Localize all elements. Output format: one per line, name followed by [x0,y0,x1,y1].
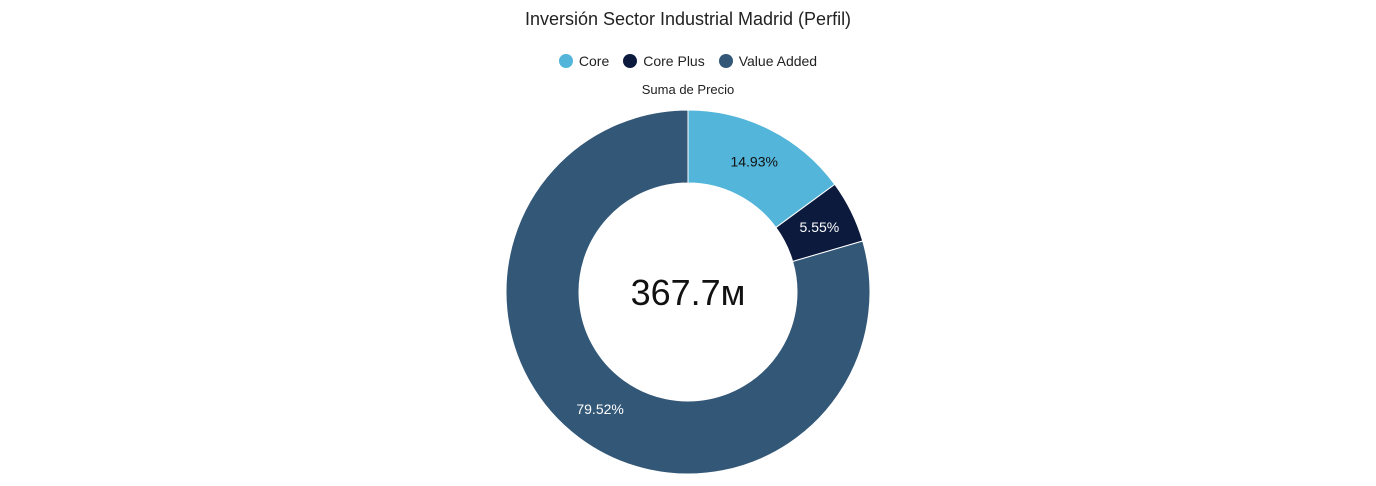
center-total-value: 367.7м [631,272,746,313]
legend-label-value-added: Value Added [738,53,818,69]
slice-label-core-plus: 5.55% [800,219,840,235]
legend: Core Core Plus Value Added [0,53,1376,69]
legend-item-core[interactable]: Core [558,53,610,69]
slice-label-value-added: 79.52% [576,401,623,417]
chart-title: Inversión Sector Industrial Madrid (Perf… [524,9,852,29]
slice-value-added[interactable] [505,109,871,475]
legend-label-core-plus: Core Plus [643,53,705,69]
legend-swatch-core [558,54,573,68]
legend-label-core: Core [578,53,610,69]
legend-item-value-added[interactable]: Value Added [718,53,818,69]
legend-item-core-plus[interactable]: Core Plus [623,53,705,69]
legend-swatch-value-added [718,54,733,68]
legend-swatch-core-plus [623,54,638,68]
chart-subtitle: Suma de Precio [641,82,735,97]
slice-label-core: 14.93% [730,153,777,169]
